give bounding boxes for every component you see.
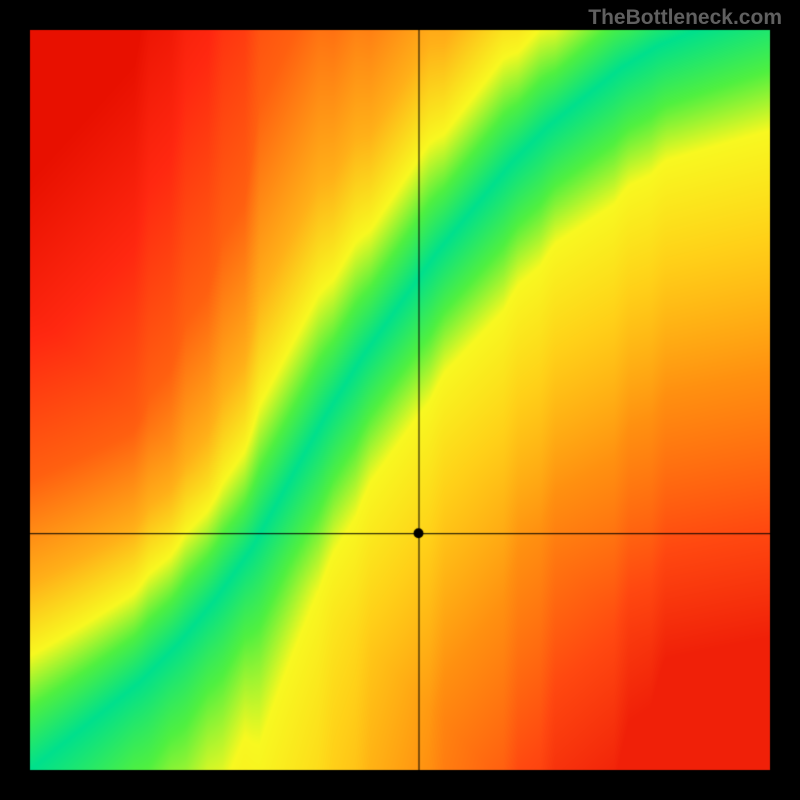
chart-container: TheBottleneck.com (0, 0, 800, 800)
watermark-text: TheBottleneck.com (588, 6, 782, 30)
bottleneck-heatmap (0, 0, 800, 800)
